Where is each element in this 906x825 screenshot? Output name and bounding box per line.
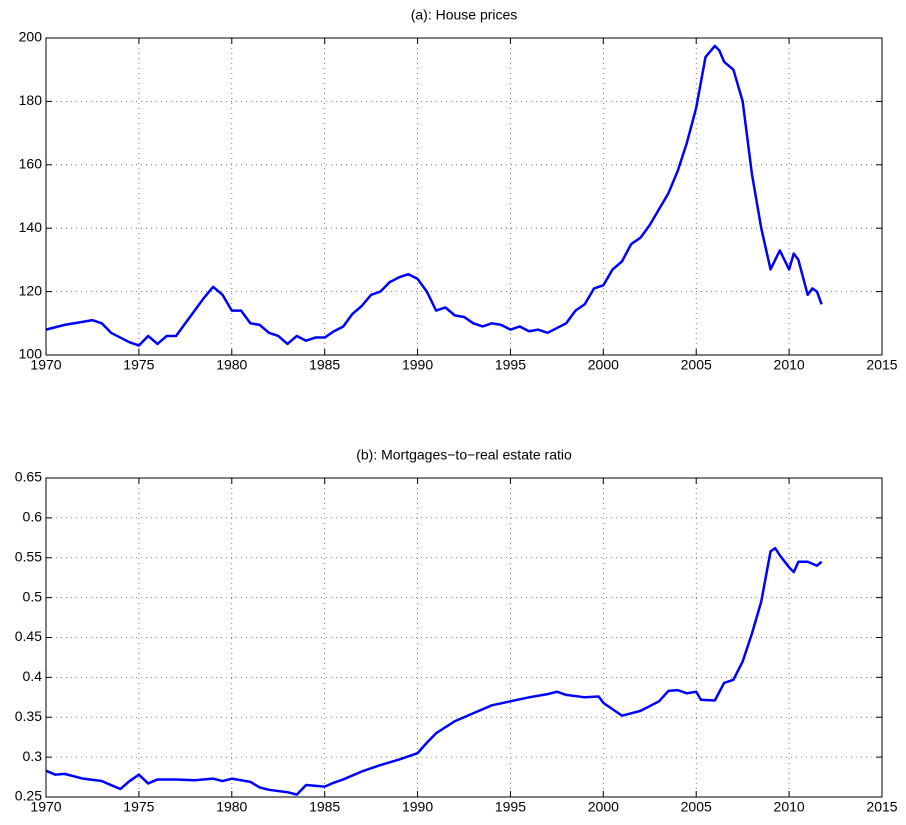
y-tick-label: 200 (19, 29, 43, 45)
x-tick-label: 1975 (123, 799, 154, 815)
y-tick-label: 0.65 (15, 469, 42, 485)
y-tick-label: 0.4 (23, 668, 43, 684)
x-tick-label: 2015 (866, 799, 897, 815)
plot-frame (45, 477, 883, 798)
chart-title: (b): Mortgages−to−real estate ratio (356, 447, 572, 463)
plot-area (46, 478, 882, 797)
data-line (45, 44, 823, 347)
y-tick-label: 160 (19, 156, 43, 172)
x-tick-label: 1975 (123, 357, 154, 373)
y-tick-label: 120 (19, 282, 43, 298)
x-tick-label: 2000 (588, 357, 619, 373)
y-tick-label: 100 (19, 346, 43, 362)
y-tick-label: 0.6 (23, 509, 43, 525)
data-line (45, 546, 823, 796)
x-tick-label: 2005 (681, 357, 712, 373)
x-tick-label: 1970 (30, 357, 61, 373)
y-tick-label: 0.35 (15, 708, 42, 724)
y-tick-label: 0.5 (23, 588, 43, 604)
y-tick-label: 0.55 (15, 548, 42, 564)
y-tick-label: 140 (19, 219, 43, 235)
x-tick-label: 2005 (681, 799, 712, 815)
x-tick-label: 1995 (495, 357, 526, 373)
x-tick-label: 1990 (402, 357, 433, 373)
x-tick-label: 2010 (774, 799, 805, 815)
x-tick-label: 2015 (866, 357, 897, 373)
x-tick-label: 1985 (309, 799, 340, 815)
y-tick-label: 0.45 (15, 628, 42, 644)
x-tick-label: 1990 (402, 799, 433, 815)
y-tick-label: 0.3 (23, 748, 43, 764)
x-tick-label: 1970 (30, 799, 61, 815)
x-tick-label: 1985 (309, 357, 340, 373)
x-tick-label: 1980 (216, 357, 247, 373)
x-tick-label: 2010 (774, 357, 805, 373)
plot-area (46, 38, 882, 355)
y-tick-label: 180 (19, 92, 43, 108)
chart-title: (a): House prices (411, 7, 518, 23)
x-tick-label: 1995 (495, 799, 526, 815)
x-tick-label: 2000 (588, 799, 619, 815)
plot-frame (45, 37, 883, 356)
y-tick-label: 0.25 (15, 788, 42, 804)
x-tick-label: 1980 (216, 799, 247, 815)
